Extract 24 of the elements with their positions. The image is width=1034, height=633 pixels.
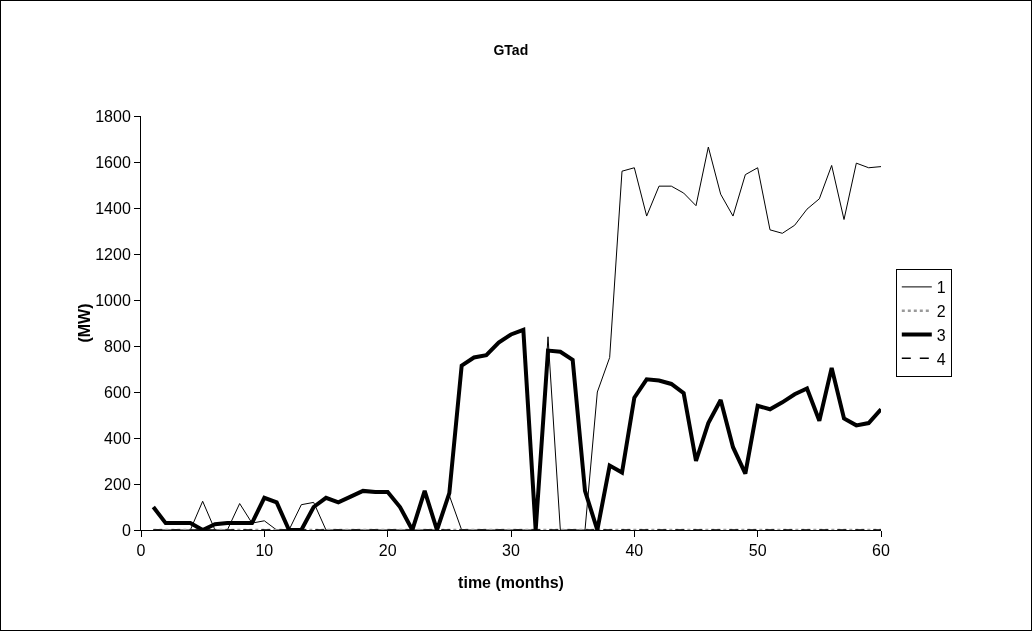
y-tick-label: 1200 (95, 245, 131, 263)
x-tick-label: 10 (255, 542, 274, 560)
legend-label: 3 (936, 326, 946, 344)
x-axis-title: time (months) (458, 574, 564, 591)
legend-label: 4 (936, 350, 946, 368)
y-tick-label: 1800 (95, 107, 131, 125)
y-tick-label: 1400 (95, 199, 131, 217)
y-tick-label: 800 (104, 337, 131, 355)
x-tick-label: 0 (136, 542, 146, 560)
y-tick-label: 400 (104, 429, 131, 447)
y-tick-label: 200 (104, 475, 131, 493)
chart-title: GTad (493, 41, 529, 58)
y-axis-title: (MW) (76, 303, 94, 343)
legend-label: 2 (936, 302, 946, 320)
x-tick-label: 50 (748, 542, 767, 560)
x-tick-label: 40 (625, 542, 644, 560)
y-tick-label: 1600 (95, 153, 131, 171)
x-tick-label: 30 (502, 542, 520, 560)
x-tick-label: 60 (872, 542, 890, 560)
y-tick-label: 600 (104, 383, 131, 401)
y-tick-label: 0 (121, 521, 131, 539)
y-tick-label: 1000 (95, 291, 131, 309)
legend-label: 1 (936, 279, 946, 297)
x-tick-label: 20 (378, 542, 397, 560)
